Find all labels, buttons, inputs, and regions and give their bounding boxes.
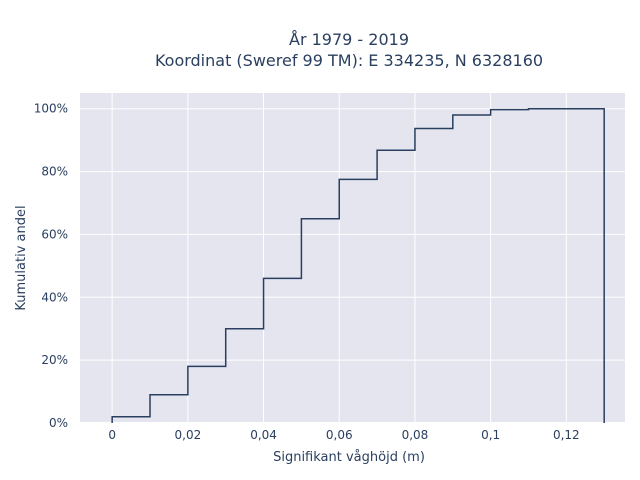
y-axis-label: Kumulativ andel [14,205,29,310]
y-tick-label: 20% [41,353,68,367]
y-tick-label: 40% [41,290,68,304]
x-tick-label: 0,08 [402,428,429,442]
x-tick-label: 0,1 [481,428,500,442]
x-axis-label: Signifikant våghöjd (m) [273,450,425,465]
x-tick-label: 0 [108,428,116,442]
y-tick-label: 80% [41,165,68,179]
cdf-step-line [111,107,605,423]
series-group [111,107,605,423]
plot-area [80,93,625,423]
x-tick-label: 0,04 [250,428,277,442]
chart-title-line-2: Koordinat (Sweref 99 TM): E 334235, N 63… [155,51,543,70]
x-axis-ticks: 0 0,02 0,04 0,06 0,08 0,1 0,12 [108,428,579,442]
y-tick-label: 100% [34,102,68,116]
chart-title-line-1: År 1979 - 2019 [289,30,409,49]
x-tick-label: 0,02 [175,428,202,442]
y-tick-label: 0% [49,416,68,430]
x-tick-label: 0,12 [553,428,580,442]
x-tick-label: 0,06 [326,428,353,442]
y-axis-ticks: 0% 20% 40% 60% 80% 100% [34,102,68,430]
y-tick-label: 60% [41,227,68,241]
